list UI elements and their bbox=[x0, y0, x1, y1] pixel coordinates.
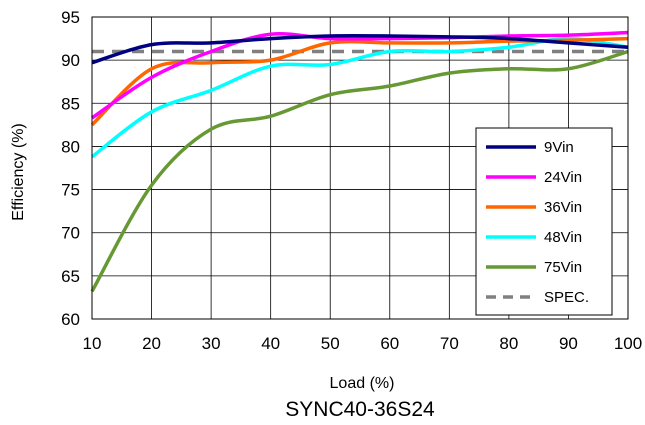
y-tick-label: 70 bbox=[61, 224, 80, 243]
y-tick-label: 75 bbox=[61, 181, 80, 200]
legend-label: SPEC. bbox=[544, 289, 589, 306]
y-tick-label: 60 bbox=[61, 310, 80, 329]
y-tick-label: 80 bbox=[61, 137, 80, 156]
legend-box bbox=[475, 127, 613, 316]
plot-frame bbox=[91, 16, 629, 320]
y-tick-label: 85 bbox=[61, 94, 80, 113]
y-axis-label: Efficiency (%) bbox=[10, 123, 27, 221]
x-tick-label: 90 bbox=[559, 334, 578, 353]
chart-title: SYNC40-36S24 bbox=[285, 398, 435, 421]
x-tick-label: 40 bbox=[261, 334, 280, 353]
x-axis-label: Load (%) bbox=[330, 375, 395, 392]
y-tick-label: 90 bbox=[61, 51, 80, 70]
y-tick-label: 65 bbox=[61, 267, 80, 286]
y-tick-label: 95 bbox=[61, 8, 80, 27]
x-tick-label: 20 bbox=[142, 334, 161, 353]
series-line-9vin bbox=[91, 34, 629, 65]
legend-label: 75Vin bbox=[544, 259, 582, 276]
series-line-24vin bbox=[91, 30, 629, 120]
legend-label: 9Vin bbox=[544, 139, 574, 156]
series-line-75vin bbox=[90, 49, 629, 293]
x-tick-label: 50 bbox=[321, 334, 340, 353]
x-tick-label: 10 bbox=[83, 334, 102, 353]
x-tick-label: 70 bbox=[440, 334, 459, 353]
x-tick-label: 100 bbox=[614, 334, 642, 353]
legend-label: 48Vin bbox=[544, 229, 582, 246]
legend: 9Vin 24Vin 36Vin 48Vin 75Vin SPEC. bbox=[475, 127, 613, 316]
series-lines bbox=[90, 30, 629, 293]
legend-label: 36Vin bbox=[544, 199, 582, 216]
x-tick-label: 30 bbox=[202, 334, 221, 353]
legend-label: 24Vin bbox=[544, 169, 582, 186]
x-tick-label: 60 bbox=[380, 334, 399, 353]
x-tick-labels: 10 20 30 40 50 60 70 80 90 100 bbox=[83, 334, 643, 353]
series-line-48vin bbox=[90, 36, 629, 159]
y-tick-labels: 60 65 70 75 80 85 90 95 bbox=[61, 8, 80, 329]
x-tick-label: 80 bbox=[499, 334, 518, 353]
